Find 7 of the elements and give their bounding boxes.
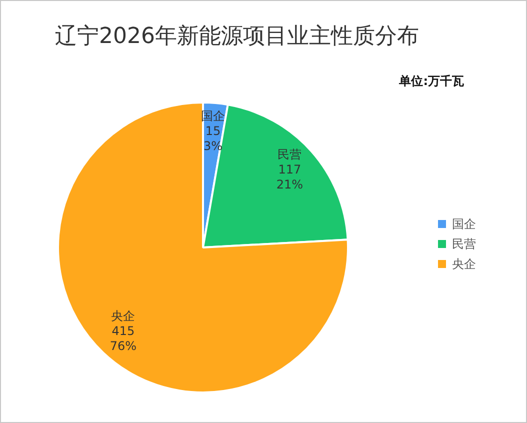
legend-label: 央企 (452, 256, 476, 272)
data-label: 民营 117 21% (276, 148, 304, 192)
data-label: 央企 415 76% (110, 308, 137, 353)
legend-label: 民营 (452, 236, 476, 252)
legend-label: 国企 (452, 216, 476, 232)
text: 单位:万千瓦 (399, 73, 464, 90)
chart-title: 辽宁2026年新能源项目业主性质分布 (54, 23, 420, 51)
